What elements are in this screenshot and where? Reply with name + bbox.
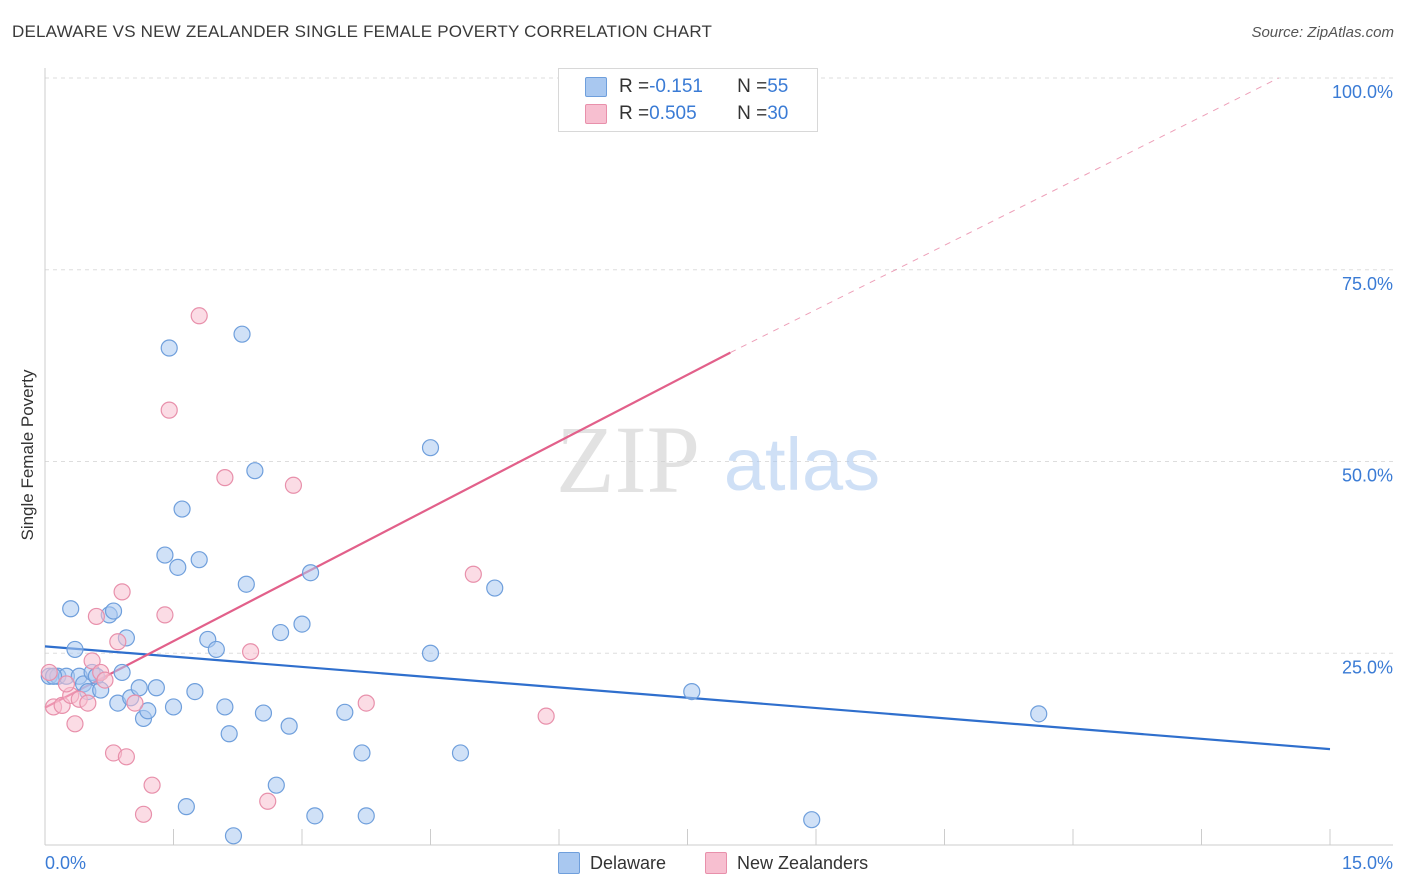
legend-n-value-newzealand: 30 <box>767 103 789 124</box>
source-label: Source: ZipAtlas.com <box>1251 24 1394 41</box>
delaware-point <box>803 811 821 829</box>
bottom-legend-swatch-delaware <box>558 852 580 874</box>
bottom-legend-label-newzealand: New Zealanders <box>737 852 869 873</box>
newzealand-point <box>117 748 135 766</box>
newzealand-point <box>143 776 161 794</box>
newzealand-point <box>79 694 97 712</box>
y-tick-label: 25.0% <box>1342 657 1393 677</box>
y-tick-label: 75.0% <box>1342 274 1393 294</box>
newzealand-point <box>156 606 174 624</box>
newzealand-point <box>259 792 277 810</box>
legend-r-label: R = <box>619 103 650 124</box>
newzealand-point <box>83 652 101 670</box>
delaware-point <box>160 339 178 357</box>
delaware-point <box>683 682 701 701</box>
delaware-point <box>233 325 251 343</box>
delaware-point <box>147 679 165 697</box>
delaware-point <box>254 704 273 722</box>
newzealand-point <box>87 607 106 626</box>
legend-n-label: N = <box>737 103 768 124</box>
delaware-point <box>293 615 311 633</box>
delaware-point <box>336 703 354 721</box>
newzealand-point <box>109 633 127 651</box>
data-points <box>40 69 1048 845</box>
newzealand-point <box>242 643 260 661</box>
newzealand-point <box>126 694 144 712</box>
y-axis-label: Single Female Poverty <box>18 369 37 541</box>
newzealand-point <box>160 401 178 419</box>
delaware-point <box>486 579 504 597</box>
correlation-legend: R = -0.151 N = 55 R = 0.505 N = 30 <box>558 68 818 132</box>
delaware-point <box>139 702 157 720</box>
newzealand-point <box>464 565 482 583</box>
delaware-point <box>177 798 195 816</box>
bottom-legend-newzealand: New Zealanders <box>705 852 868 874</box>
newzealand-point <box>40 663 58 682</box>
legend-n-value-delaware: 55 <box>767 76 789 97</box>
legend-swatch-delaware <box>585 77 607 97</box>
newzealand-point <box>537 707 555 725</box>
bottom-legend-delaware: Delaware <box>558 852 666 874</box>
newzealand-point <box>66 715 84 733</box>
delaware-point <box>130 679 148 697</box>
chart-title: DELAWARE VS NEW ZEALANDER SINGLE FEMALE … <box>12 22 713 41</box>
newzealand-trend-line <box>44 351 731 709</box>
delaware-point <box>104 602 123 620</box>
delaware-point <box>421 439 440 457</box>
x-tick-label: 0.0% <box>45 853 86 873</box>
delaware-point <box>62 600 80 618</box>
newzealand-point <box>216 469 234 487</box>
legend-r-label: R = <box>619 76 650 97</box>
legend-row-delaware: R = -0.151 N = 55 <box>585 75 788 99</box>
tick-labels: 25.0% 50.0% 75.0% 100.0% 0.0% 15.0% <box>45 82 1393 873</box>
delaware-point <box>224 827 243 845</box>
delaware-point <box>186 682 204 701</box>
newzealand-point <box>190 307 208 325</box>
delaware-point <box>207 640 225 659</box>
delaware-point <box>357 807 375 825</box>
watermark-atlas: atlas <box>724 423 880 506</box>
legend-r-value-delaware: -0.151 <box>649 76 703 97</box>
delaware-point <box>1030 705 1048 723</box>
y-tick-label: 50.0% <box>1342 466 1393 486</box>
newzealand-point <box>284 476 303 494</box>
newzealand-point <box>57 675 76 693</box>
legend-n-label: N = <box>737 76 768 97</box>
delaware-point <box>173 500 191 518</box>
delaware-point <box>237 575 255 593</box>
legend-r-value-newzealand: 0.505 <box>649 103 697 124</box>
delaware-point <box>421 644 440 662</box>
delaware-point <box>301 564 320 582</box>
bottom-legend-label-delaware: Delaware <box>590 852 667 873</box>
delaware-point <box>66 640 84 659</box>
delaware-point <box>246 462 264 480</box>
delaware-point <box>156 546 174 564</box>
grid-lines <box>45 77 1393 654</box>
delaware-point <box>353 744 371 762</box>
delaware-point <box>113 663 131 682</box>
x-tick-label: 15.0% <box>1342 853 1393 873</box>
delaware-point <box>280 717 298 735</box>
legend-swatch-newzealand <box>585 104 607 124</box>
axes <box>44 68 1393 846</box>
newzealand-point <box>134 805 153 823</box>
watermark-zip: ZIP <box>556 406 700 513</box>
delaware-point <box>306 807 324 825</box>
y-tick-label: 100.0% <box>1332 82 1393 102</box>
newzealand-point <box>113 583 131 601</box>
delaware-point <box>271 623 290 642</box>
delaware-point <box>220 725 238 743</box>
bottom-legend-swatch-newzealand <box>705 852 727 874</box>
legend-row-newzealand: R = 0.505 N = 30 <box>585 102 788 126</box>
delaware-point <box>267 776 285 794</box>
delaware-point <box>169 558 187 576</box>
newzealand-point <box>357 694 375 712</box>
delaware-point <box>164 698 183 716</box>
newzealand-point <box>96 671 114 689</box>
delaware-point <box>451 744 470 762</box>
delaware-point <box>190 551 208 569</box>
delaware-point <box>216 698 234 716</box>
